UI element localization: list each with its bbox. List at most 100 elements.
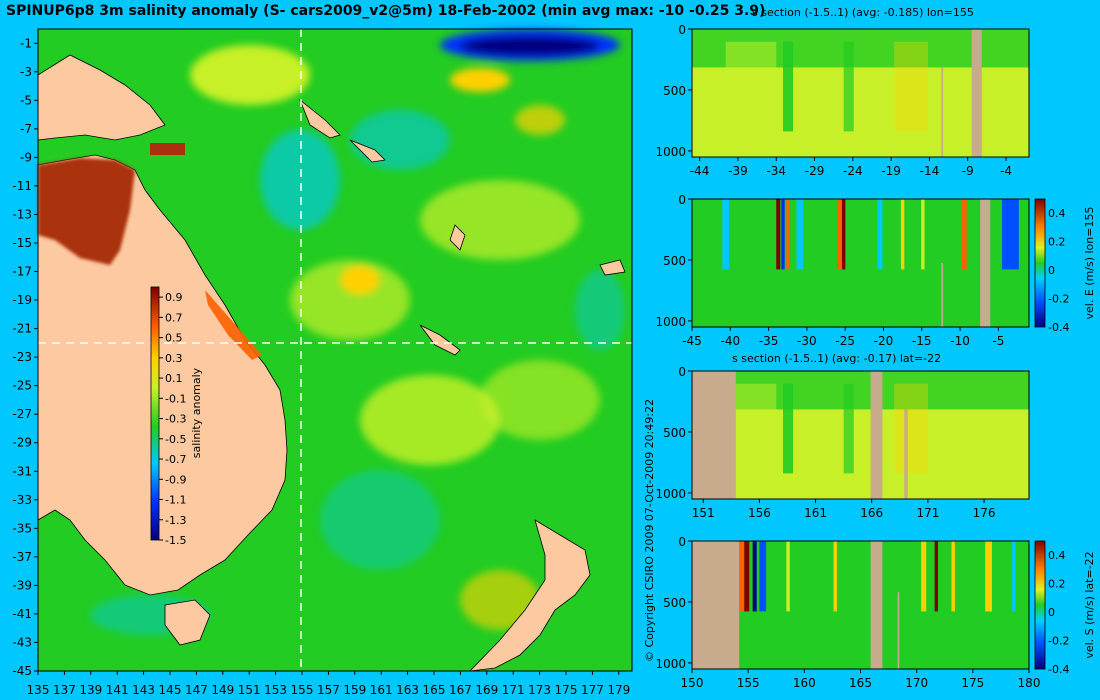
section-3: 151 156 161 166 171 176 0 500 1000 — [655, 365, 1030, 520]
section-feature — [776, 199, 781, 270]
land-new-caledonia — [419, 324, 461, 356]
section-feature — [1002, 199, 1019, 270]
section-feature — [781, 199, 785, 270]
salinity-colorbar-tick-label: -1.1 — [165, 494, 186, 507]
salinity-colorbar-tick-label: -1.3 — [165, 514, 186, 527]
velocity-colorbar-tick-label: -0.2 — [1048, 635, 1069, 648]
section-x-tick-label: 176 — [973, 506, 996, 520]
map-y-tick-label: -9 — [20, 150, 32, 164]
map-y-tick-label: -11 — [12, 179, 32, 193]
section-x-tick-label: 156 — [748, 506, 771, 520]
section-feature — [759, 541, 767, 612]
section-x-tick-label: -39 — [728, 164, 748, 178]
section-4-colorbar: 0.4 0.2 0 -0.2 -0.4 vel. S (m/s) lat=-22 — [1034, 540, 1096, 676]
salinity-colorbar-tick-label: -0.5 — [165, 433, 186, 446]
section-feature — [752, 541, 757, 612]
section-frame — [691, 370, 1030, 500]
map-y-tick-label: -33 — [12, 493, 32, 507]
map-y-tick-label: -41 — [12, 607, 32, 621]
velocity-colorbar-label: vel. E (m/s) lon=155 — [1083, 207, 1096, 320]
section-feature — [951, 541, 955, 612]
map-x-tick-label: 143 — [132, 683, 155, 697]
map-x-tick-label: 145 — [159, 683, 182, 697]
section-x-tick-label: -15 — [912, 334, 932, 348]
map-x-tick-label: 139 — [79, 683, 102, 697]
section-x-tick-label: -34 — [766, 164, 786, 178]
salinity-colorbar-label: salinity anomaly — [190, 367, 203, 458]
section-x-tick-label: -14 — [920, 164, 940, 178]
map-x-tick-label: 165 — [423, 683, 446, 697]
velocity-colorbar-tick-label: 0.2 — [1048, 578, 1066, 591]
section-x-tick-label: -9 — [962, 164, 974, 178]
section-x-tick-label: -19 — [881, 164, 901, 178]
section-feature — [961, 199, 967, 270]
land-vanuatu — [449, 224, 466, 251]
salinity-colorbar-tick-label: -0.1 — [165, 392, 186, 405]
section-feature — [737, 541, 745, 612]
velocity-colorbar-tick-label: -0.4 — [1048, 663, 1069, 676]
land-new-zealand — [468, 519, 591, 672]
map-y-tick-label: -5 — [20, 93, 32, 107]
map-frame — [37, 28, 633, 672]
map-y-tick-label: -31 — [12, 464, 32, 478]
map-y-tick-label: -15 — [12, 236, 32, 250]
map-x-tick-label: 169 — [475, 683, 498, 697]
section-2-field — [692, 199, 1029, 327]
section-feature — [744, 541, 750, 612]
section-x-tick-label: 160 — [793, 676, 816, 690]
salinity-colorbar-tick-label: 0.7 — [165, 311, 183, 324]
section-x-tick-label: 150 — [681, 676, 704, 690]
section-feature — [841, 199, 846, 270]
section-land — [692, 541, 740, 669]
section-feature — [900, 199, 905, 270]
land-australia — [37, 154, 288, 596]
map-x-tick-label: 157 — [317, 683, 340, 697]
section-frame — [691, 198, 1030, 328]
section-x-tick-label: 165 — [849, 676, 872, 690]
section-feature — [786, 541, 790, 612]
map-x-tick-label: 151 — [238, 683, 261, 697]
section-feature — [894, 383, 928, 474]
map-y-tick-label: -29 — [12, 436, 32, 450]
section-x-tick-label: 180 — [1018, 676, 1041, 690]
section-feature — [921, 541, 927, 612]
section-y-tick-label: 500 — [663, 426, 686, 440]
map-y-tick-label: -35 — [12, 521, 32, 535]
map-x-tick-label: 141 — [106, 683, 129, 697]
salinity-colorbar-tick-label: -0.9 — [165, 473, 186, 486]
velocity-colorbar-tick-label: 0.4 — [1048, 207, 1066, 220]
map-y-tick-label: -7 — [20, 122, 32, 136]
section-x-tick-label: 151 — [692, 506, 715, 520]
map-y-tick-label: -45 — [12, 664, 32, 678]
land-solomon-islands — [299, 98, 341, 139]
section-land — [971, 29, 982, 157]
section-x-tick-label: -29 — [805, 164, 825, 178]
salinity-colorbar: salinity anomaly 0.9 0.7 0.5 0.3 0.1 -0.1 -0.3… — [150, 286, 203, 547]
salinity-colorbar-scale — [150, 286, 160, 541]
velocity-colorbar-scale — [1034, 540, 1046, 670]
salinity-colorbar-tick-label: 0.5 — [165, 332, 183, 345]
section-land — [980, 199, 991, 327]
map-y-tick-label: -21 — [12, 322, 32, 336]
section-feature — [877, 199, 883, 270]
torres-strait-anomaly — [150, 143, 185, 155]
salinity-colorbar-tick-label: 0.9 — [165, 291, 183, 304]
section-land — [692, 371, 736, 499]
section-land — [897, 592, 900, 669]
salinity-colorbar-tick-label: 0.1 — [165, 372, 183, 385]
salinity-colorbar-tick-label: -1.5 — [165, 534, 186, 547]
land-fiji — [599, 259, 626, 276]
section-frame — [691, 28, 1030, 158]
gulf-of-carpentaria-anomaly — [38, 158, 135, 265]
section-land — [870, 371, 883, 499]
section-feature — [796, 199, 804, 270]
section-feature — [836, 199, 841, 270]
section-land — [870, 541, 883, 669]
map-y-tick-label: -23 — [12, 350, 32, 364]
section-y-tick-label: 0 — [678, 193, 686, 207]
section-x-tick-label: -45 — [682, 334, 702, 348]
section-feature — [786, 199, 790, 270]
section-4: 150 155 160 165 170 175 180 0 500 1000 0.4 0.2 0 -0.2… — [655, 535, 1096, 690]
section-land — [904, 409, 908, 499]
